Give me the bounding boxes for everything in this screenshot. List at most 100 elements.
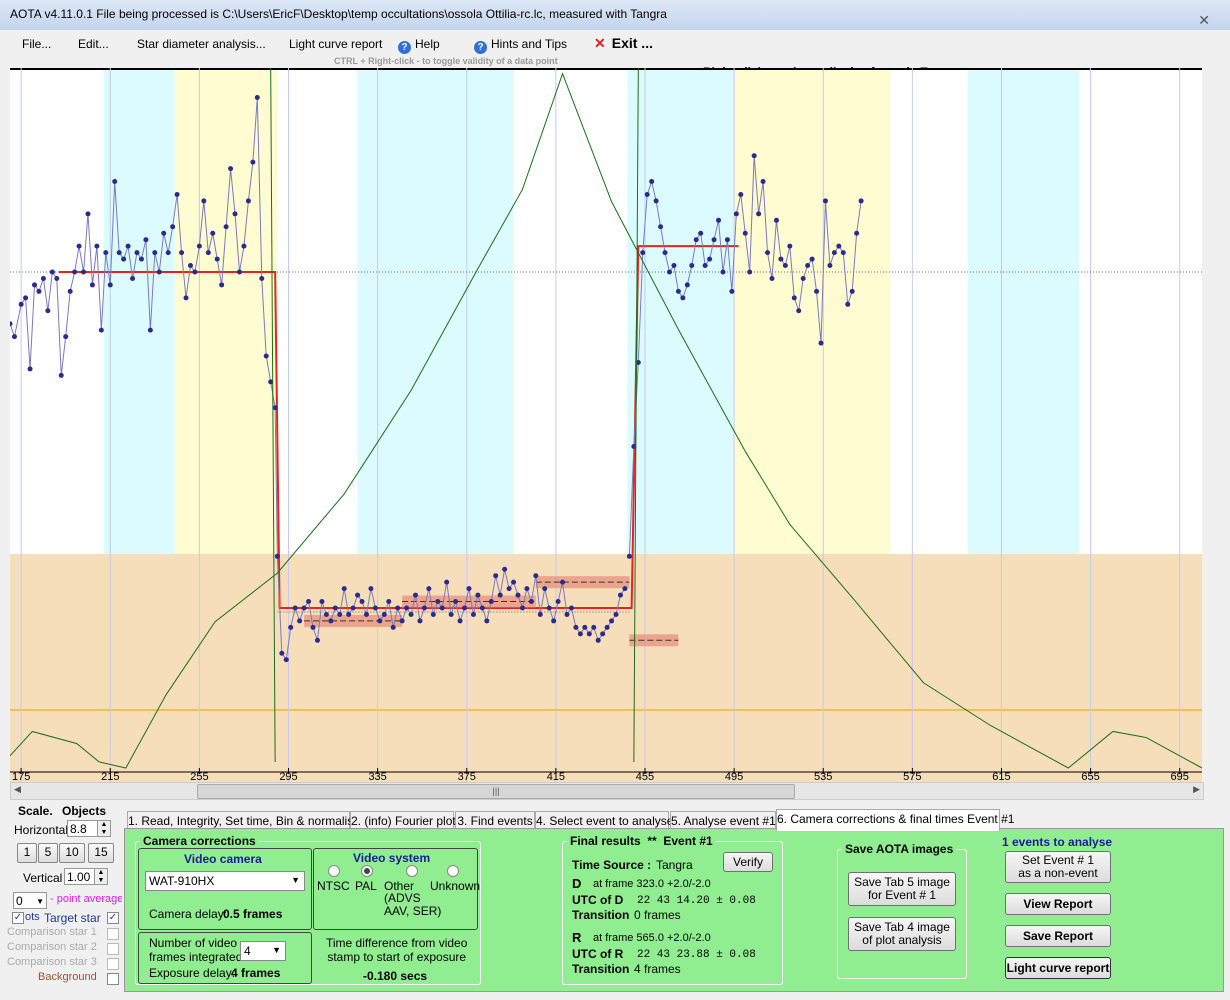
tab-find-events[interactable]: 3. Find events — [455, 811, 535, 830]
other-radio[interactable] — [406, 865, 418, 877]
tab-fourier[interactable]: 2. (info) Fourier plot — [350, 811, 456, 830]
data-point-2-40 — [805, 263, 811, 269]
menu-edit[interactable]: Edit... — [78, 37, 109, 51]
data-point-2-25 — [738, 191, 744, 197]
title-bar: AOTA v4.11.0.1 File being processed is C… — [0, 0, 1230, 31]
set-non-event-button[interactable]: Set Event # 1 as a non-event — [1005, 851, 1111, 883]
comp3-checkbox[interactable] — [107, 958, 119, 970]
data-point-1-61 — [600, 631, 606, 637]
comp1-checkbox[interactable] — [107, 928, 119, 940]
data-point-2-32 — [769, 275, 775, 281]
data-point-1-8 — [363, 611, 369, 617]
data-point-0-20 — [98, 327, 104, 333]
data-point-0-18 — [89, 282, 95, 288]
band-6 — [968, 68, 1080, 554]
background-checkbox[interactable] — [107, 973, 119, 985]
data-point-1-2 — [337, 611, 343, 617]
scroll-right-icon[interactable]: ▶ — [1193, 784, 1200, 794]
data-point-0-19 — [94, 243, 100, 249]
data-point-1-12 — [381, 611, 387, 617]
menu-light-curve-report[interactable]: Light curve report — [289, 37, 383, 51]
close-icon[interactable]: ✕ — [1198, 12, 1210, 28]
data-point-2-44 — [822, 198, 828, 204]
menu-star-diameter[interactable]: Star diameter analysis... — [137, 37, 266, 51]
save-report-button[interactable]: Save Report — [1005, 925, 1111, 947]
tab-select-event[interactable]: 4. Select event to analyse — [535, 811, 673, 830]
point-average-select[interactable]: 0 ▼ — [13, 892, 47, 909]
data-point-0-39 — [183, 295, 189, 301]
tab-read[interactable]: 1. Read, Integrity, Set time, Bin & norm… — [127, 811, 360, 830]
time-diff-value: -0.180 secs — [363, 969, 428, 983]
data-point-0-32 — [152, 250, 158, 256]
light-curve-plot[interactable]: 175 215 255 295 335 375 415 455 495 535 575 615 655 6… — [10, 68, 1202, 782]
tick-label-375: 375 — [458, 771, 476, 782]
band-3 — [627, 68, 735, 554]
data-point-1-66 — [622, 586, 628, 592]
data-point-0-52 — [241, 243, 247, 249]
zoom-button-1[interactable]: 1 — [17, 843, 37, 863]
data-point-0-35 — [165, 250, 171, 256]
data-point-0-53 — [245, 198, 251, 204]
menu-help-label: Help — [415, 37, 440, 51]
model-curve — [10, 68, 1202, 769]
integration-group: Number of video frames integrated 4 ▼ Ex… — [138, 932, 312, 984]
target-star-checkbox[interactable]: ✓ — [107, 912, 119, 924]
ntsc-radio[interactable] — [328, 865, 340, 877]
scroll-thumb[interactable]: ||| — [197, 784, 795, 799]
verify-button[interactable]: Verify — [723, 852, 773, 872]
data-point-0-69 — [314, 637, 320, 643]
data-point-1-52 — [560, 579, 566, 585]
data-point-0-70 — [319, 599, 325, 605]
data-point-0-14 — [72, 269, 78, 275]
data-point-1-45 — [528, 599, 534, 605]
horizontal-spinner[interactable]: ▲ ▼ — [97, 820, 111, 837]
data-point-1-6 — [355, 592, 361, 598]
r-transition-label: Transition — [572, 962, 630, 976]
data-point-1-5 — [350, 605, 356, 611]
tick-label-415: 415 — [547, 771, 565, 782]
view-report-button[interactable]: View Report — [1005, 893, 1111, 915]
light-curve-report-button[interactable]: Light curve report — [1005, 957, 1111, 979]
zoom-button-5[interactable]: 5 — [38, 843, 58, 863]
dots-checkbox[interactable]: ✓ — [12, 912, 24, 924]
data-point-2-38 — [796, 308, 802, 314]
save-tab4-button[interactable]: Save Tab 4 image of plot analysis — [848, 917, 956, 951]
zoom-button-15[interactable]: 15 — [88, 843, 114, 863]
plot-hscrollbar[interactable]: ◀ ||| ▶ — [10, 782, 1204, 800]
background-label: Background — [38, 971, 97, 983]
frames-integrated-select[interactable]: 4 ▼ — [240, 941, 286, 961]
unknown-radio[interactable] — [447, 865, 459, 877]
video-system-group: Video system NTSC PAL Other Unknown (ADV… — [313, 848, 480, 930]
data-point-1-16 — [399, 618, 405, 624]
chevron-down-icon: ▼ — [36, 897, 44, 906]
data-point-2-41 — [809, 256, 815, 262]
data-point-0-28 — [134, 250, 140, 256]
data-point-2-37 — [791, 295, 797, 301]
camera-select[interactable]: WAT-910HX ▼ — [145, 871, 305, 891]
data-point-2-43 — [818, 340, 824, 346]
comp2-checkbox[interactable] — [107, 943, 119, 955]
utc-d-value: 22 43 14.20 ± 0.08 — [637, 895, 756, 907]
model-line — [10, 72, 1202, 769]
data-point-1-13 — [386, 599, 392, 605]
save-tab5-button[interactable]: Save Tab 5 image for Event # 1 — [848, 872, 956, 906]
scroll-left-icon[interactable]: ◀ — [14, 784, 21, 794]
utc-r-value: 22 43 23.88 ± 0.08 — [637, 949, 756, 961]
segment-band-3 — [629, 634, 679, 647]
data-point-1-48 — [542, 586, 548, 592]
horizontal-scale-input[interactable]: 8.8 — [67, 820, 105, 837]
menu-file[interactable]: File... — [22, 37, 52, 51]
tab-analyse-event[interactable]: 5. Analyse event #1 — [670, 811, 776, 830]
menu-help[interactable]: ? Help — [398, 37, 440, 54]
data-point-0-40 — [187, 263, 193, 269]
data-point-2-5 — [649, 179, 655, 185]
data-point-0-30 — [143, 237, 149, 243]
zoom-button-10[interactable]: 10 — [59, 843, 85, 863]
menu-hints[interactable]: ? Hints and Tips — [474, 37, 567, 54]
data-point-0-12 — [63, 334, 69, 340]
pal-radio[interactable] — [361, 865, 373, 877]
vertical-spinner[interactable]: ▲ ▼ — [94, 868, 108, 885]
menu-exit[interactable]: ✕ Exit ... — [594, 35, 653, 52]
tab-camera-corrections[interactable]: 6. Camera corrections & final times Even… — [776, 809, 1014, 831]
vertical-scale-input[interactable]: 1.00 — [64, 868, 102, 885]
